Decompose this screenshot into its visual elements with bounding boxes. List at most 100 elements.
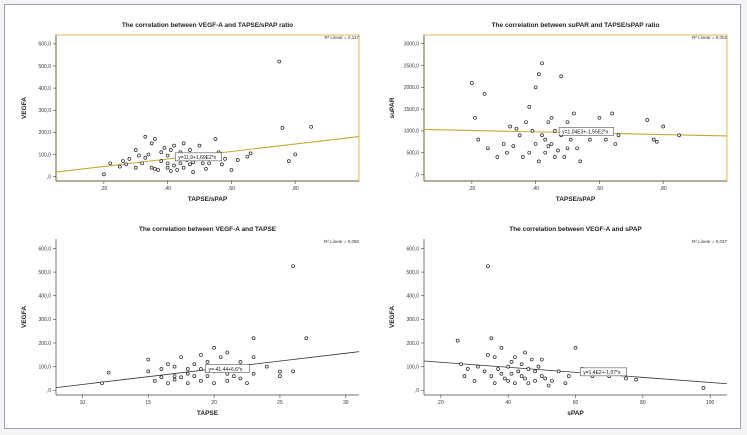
data-point bbox=[523, 350, 527, 355]
x-tick-label: 25 bbox=[277, 400, 283, 406]
data-point bbox=[121, 159, 125, 163]
chart-title: The correlation between suPAR and TAPSE/… bbox=[492, 22, 660, 29]
data-point bbox=[143, 134, 148, 139]
x-tick-label: 30 bbox=[343, 400, 349, 406]
data-point bbox=[575, 146, 579, 151]
data-point bbox=[588, 137, 592, 142]
x-axis-title: TAPSE/sPAP bbox=[188, 196, 228, 203]
data-point bbox=[539, 357, 544, 362]
data-point bbox=[482, 91, 487, 96]
data-point bbox=[188, 148, 192, 152]
chart-vegfa-tapse: The correlation between VEGF-A and TAPSE… bbox=[21, 226, 359, 417]
y-tick-label: 1000,0 bbox=[404, 129, 420, 135]
x-tick-label: ,60 bbox=[596, 186, 603, 192]
chart-panel-vegfa-spap: The correlation between VEGF-A and sPAP R… bbox=[378, 221, 733, 421]
data-point bbox=[149, 165, 154, 170]
data-point bbox=[624, 376, 628, 381]
data-point bbox=[153, 137, 157, 141]
data-point bbox=[502, 376, 507, 381]
data-point bbox=[526, 381, 531, 386]
y-tick-label: 200,0 bbox=[406, 341, 419, 347]
data-point bbox=[514, 126, 519, 131]
data-point bbox=[550, 378, 554, 383]
r-squared-label: R² Linear = 0,002 bbox=[692, 35, 727, 40]
y-tick-label: 1500,0 bbox=[404, 107, 420, 113]
data-point bbox=[229, 168, 234, 172]
y-tick-label: 2000,0 bbox=[404, 85, 420, 91]
data-point bbox=[204, 166, 208, 171]
data-point bbox=[179, 375, 184, 380]
data-point bbox=[519, 374, 524, 378]
y-tick-label: 500,0 bbox=[406, 270, 419, 276]
x-tick-label: ,40 bbox=[164, 186, 171, 192]
data-point bbox=[235, 158, 240, 162]
x-tick-label: 80 bbox=[640, 400, 646, 406]
data-point bbox=[516, 369, 521, 374]
y-tick-label: ,0 bbox=[415, 388, 419, 394]
data-point bbox=[278, 369, 282, 374]
y-tick-label: 2500,0 bbox=[404, 63, 420, 69]
data-point bbox=[540, 133, 544, 138]
x-tick-label: 20 bbox=[211, 400, 217, 406]
data-point bbox=[100, 381, 104, 386]
data-point bbox=[469, 81, 474, 85]
r-squared-label: R² Linear = 0,117 bbox=[324, 35, 359, 40]
data-point bbox=[278, 374, 282, 378]
data-point bbox=[152, 378, 157, 383]
data-point bbox=[540, 61, 544, 66]
data-point bbox=[506, 364, 511, 369]
data-point bbox=[472, 378, 477, 383]
data-point bbox=[634, 377, 638, 382]
y-tick-label: ,0 bbox=[47, 174, 51, 180]
data-point bbox=[159, 367, 164, 371]
y-tick-label: 600,0 bbox=[38, 246, 51, 252]
equation-label: y=-41,44+6,6*x bbox=[209, 367, 243, 373]
data-point bbox=[185, 371, 190, 376]
data-point bbox=[207, 161, 211, 166]
data-point bbox=[509, 371, 514, 376]
data-point bbox=[549, 142, 554, 146]
data-point bbox=[513, 355, 517, 360]
y-tick-label: 600,0 bbox=[38, 42, 51, 48]
data-point bbox=[568, 137, 573, 142]
data-point bbox=[556, 369, 561, 374]
data-point bbox=[199, 378, 203, 383]
data-point bbox=[492, 355, 497, 360]
data-point bbox=[238, 360, 243, 364]
y-tick-label: 500,0 bbox=[406, 150, 419, 156]
data-point bbox=[546, 120, 551, 125]
chart-title: The correlation between VEGF-A and TAPSE bbox=[139, 226, 277, 233]
data-point bbox=[476, 137, 481, 142]
data-point bbox=[511, 144, 516, 148]
data-point bbox=[205, 360, 210, 364]
data-point bbox=[159, 375, 164, 380]
data-point bbox=[245, 381, 249, 386]
data-point bbox=[309, 124, 314, 129]
data-point bbox=[140, 161, 144, 166]
data-point bbox=[223, 157, 227, 161]
data-point bbox=[185, 367, 190, 371]
x-tick-label: ,40 bbox=[532, 186, 539, 192]
data-point bbox=[578, 159, 583, 164]
data-point bbox=[251, 355, 256, 360]
data-point bbox=[172, 364, 177, 369]
data-point bbox=[192, 362, 197, 367]
data-point bbox=[127, 157, 132, 161]
data-point bbox=[559, 74, 563, 79]
equation-label: y=1,4E2+-1,07*x bbox=[583, 370, 621, 376]
data-point bbox=[117, 164, 122, 169]
y-tick-label: 100,0 bbox=[406, 364, 419, 370]
data-point bbox=[213, 137, 218, 141]
data-point bbox=[539, 374, 544, 378]
data-point bbox=[492, 381, 497, 386]
data-point bbox=[199, 352, 203, 357]
data-point bbox=[178, 161, 183, 166]
equation-box bbox=[174, 152, 222, 162]
data-point bbox=[616, 133, 621, 138]
regression-line bbox=[423, 360, 728, 385]
data-point bbox=[562, 155, 567, 159]
y-tick-label: 300,0 bbox=[38, 317, 51, 323]
chart-panel-supar-tapse-spap: The correlation between suPAR and TAPSE/… bbox=[378, 17, 733, 207]
data-point bbox=[172, 143, 176, 148]
chart-title: The correlation between VEGF-A and sPAP bbox=[509, 226, 642, 233]
